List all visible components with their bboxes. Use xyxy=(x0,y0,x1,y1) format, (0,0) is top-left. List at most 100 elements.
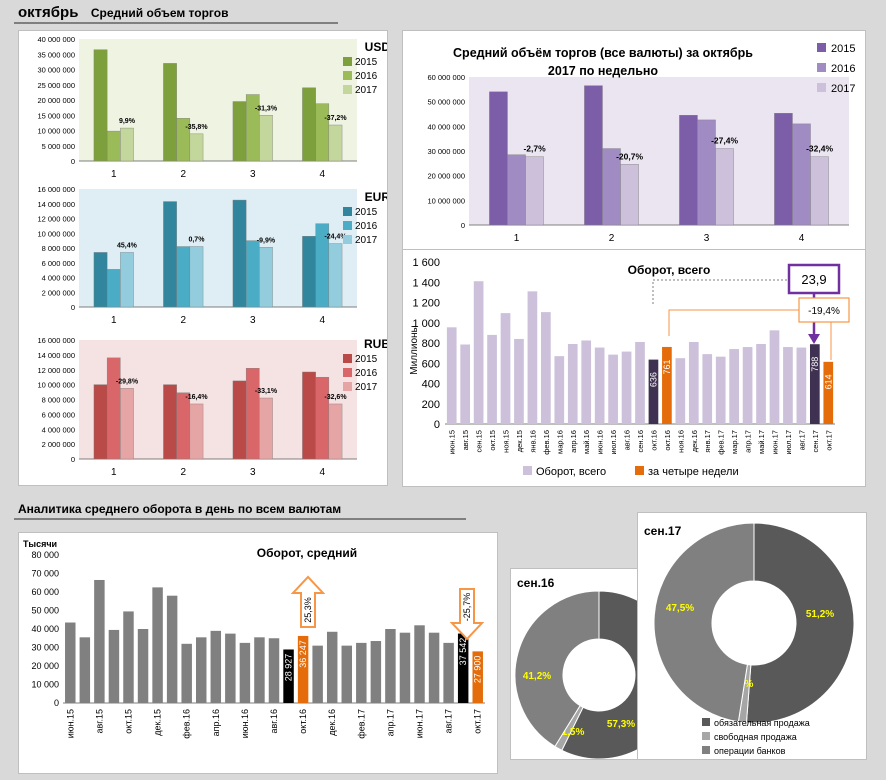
bar-usd-2015 xyxy=(302,87,316,162)
y-tick-label: 20 000 000 xyxy=(37,96,75,105)
avg-bar xyxy=(239,642,251,703)
y-tick-label: 25 000 000 xyxy=(37,81,75,90)
x-tick-label: мар.17 xyxy=(730,430,739,454)
page-header: октябрь Средний объем торгов xyxy=(18,4,228,22)
bar-value-label: 636 xyxy=(648,372,658,387)
change-label: 9,9% xyxy=(119,118,136,125)
y-tick-label: 40 000 000 xyxy=(37,35,75,44)
bar-all-2016 xyxy=(507,154,526,226)
y-tick-label: 2 000 000 xyxy=(42,288,75,297)
turnover-bar xyxy=(621,351,632,424)
y-tick-label: 10 000 000 xyxy=(37,229,75,238)
y-tick-label: 60 000 000 xyxy=(427,73,465,82)
legend-label: 2017 xyxy=(831,83,855,95)
avg-bar xyxy=(443,642,454,703)
change-label: -27,4% xyxy=(711,136,738,146)
chart-title-line1: Средний объём торгов (все валюты) за окт… xyxy=(453,46,753,60)
legend-swatch xyxy=(343,235,352,244)
y-tick-label: 16 000 000 xyxy=(37,185,75,194)
y-tick-label: 10 000 000 xyxy=(37,381,75,390)
avg-bar xyxy=(65,622,76,703)
y-tick-label: 40 000 xyxy=(31,624,59,634)
avg-bar xyxy=(472,651,483,703)
pie-title: сен.17 xyxy=(644,524,682,538)
turnover-bar xyxy=(756,344,766,424)
bar-usd-2017 xyxy=(328,124,343,162)
x-tick-label: май.17 xyxy=(757,430,766,454)
legend-label: Оборот, всего xyxy=(536,466,606,478)
y-tick-label: 200 xyxy=(422,399,440,411)
bar-rub-2015 xyxy=(93,384,108,460)
change-label: 0,7% xyxy=(188,237,205,244)
y-tick-label: 10 000 000 xyxy=(37,127,75,136)
legend-label: операции банков xyxy=(714,746,786,756)
avg-bar xyxy=(297,635,309,703)
x-tick-label: сен.15 xyxy=(475,430,484,453)
y-tick-label: 80 000 xyxy=(31,550,59,560)
turnover-bar xyxy=(567,344,578,424)
turnover-bar xyxy=(729,349,739,424)
turnover-bar xyxy=(527,291,538,424)
x-tick-label: дек.16 xyxy=(690,430,699,452)
bar-eur-2015 xyxy=(163,201,177,308)
bar-value-label: 37 542 xyxy=(458,638,468,666)
bar-eur-2017 xyxy=(328,243,343,308)
y-tick-label: 0 xyxy=(71,455,75,464)
bar-all-2015 xyxy=(489,91,508,226)
section2-rule xyxy=(14,518,466,520)
legend-label: 2017 xyxy=(355,85,378,96)
turnover-bar xyxy=(446,327,457,424)
bar-usd-2017 xyxy=(189,133,204,162)
change-label: -31,3% xyxy=(255,105,278,112)
pie-label: 51,2% xyxy=(806,609,834,620)
avg-turnover-panel: 0 10 000 20 000 30 000 40 000 50 000 60 000 70 … xyxy=(18,532,498,774)
category-label: 4 xyxy=(319,315,325,326)
bar-usd-2015 xyxy=(163,63,177,162)
avg-bar xyxy=(283,649,294,703)
y-tick-label: 5 000 000 xyxy=(42,142,75,151)
avg-bar xyxy=(152,587,163,703)
bar-rub-2016 xyxy=(245,368,260,460)
bar-eur-2016 xyxy=(106,269,121,308)
chart-title: USD xyxy=(365,40,387,54)
bar-usd-2015 xyxy=(93,49,108,162)
change-label: -20,7% xyxy=(616,151,643,161)
x-tick-label: июн.16 xyxy=(240,709,250,738)
x-tick-label: май.16 xyxy=(582,430,591,454)
avg-bar xyxy=(268,638,280,703)
avg-bar xyxy=(254,637,265,703)
y-tick-label: 600 xyxy=(422,358,440,370)
y-tick-label: 400 xyxy=(422,379,440,391)
legend-label: за четыре недели xyxy=(648,466,739,478)
y-tick-label: 16 000 000 xyxy=(37,336,75,345)
x-tick-label: авг.17 xyxy=(444,709,454,733)
arrow-label-up: 25,3% xyxy=(303,597,313,623)
page-subtitle: Средний объем торгов xyxy=(90,6,229,20)
change-label: 45,4% xyxy=(117,242,138,249)
x-tick-label: фев.16 xyxy=(182,709,192,739)
y-tick-label: 50 000 000 xyxy=(427,98,465,107)
category-label: 1 xyxy=(111,315,117,326)
x-tick-label: окт.15 xyxy=(123,709,133,734)
arrow-label-down: -25,7% xyxy=(462,593,472,622)
legend-swatch xyxy=(817,83,826,92)
legend-swatch xyxy=(702,718,710,726)
y-tick-label: 30 000 xyxy=(31,643,59,653)
bar-rub-2016 xyxy=(176,392,191,460)
change-label: -9,9% xyxy=(257,237,276,244)
category-label: 1 xyxy=(111,467,117,478)
category-label: 3 xyxy=(704,233,710,244)
bar-rub-2015 xyxy=(163,384,177,460)
change-label: -33,1% xyxy=(255,388,278,395)
callout-box xyxy=(787,263,841,295)
y-tick-label: 0 xyxy=(54,698,59,708)
x-tick-label: сен.17 xyxy=(811,430,820,453)
y-tick-label: 30 000 000 xyxy=(427,147,465,156)
x-tick-label: июл.17 xyxy=(784,430,793,454)
legend-swatch xyxy=(702,746,710,754)
category-label: 4 xyxy=(319,467,325,478)
change-label: -32,6% xyxy=(324,394,347,401)
callout-connector xyxy=(652,279,789,304)
x-tick-label: июн.16 xyxy=(596,430,605,454)
